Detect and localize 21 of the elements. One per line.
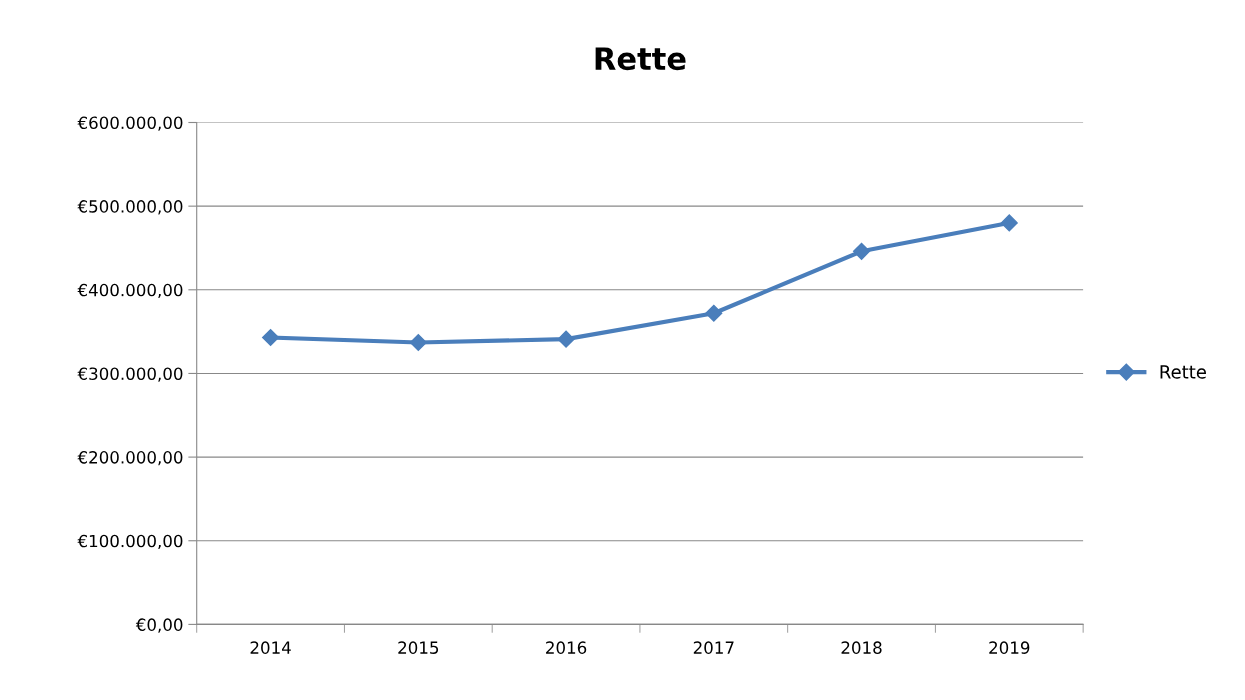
y-tick-label: €200.000,00: [77, 451, 183, 466]
y-tick-label: €600.000,00: [77, 116, 183, 131]
y-tick-label: €100.000,00: [77, 534, 183, 550]
y-tick-label: €400.000,00: [77, 283, 183, 299]
y-tick-label: €500.000,00: [77, 200, 183, 215]
point: [852, 242, 871, 260]
point: [409, 333, 427, 352]
x-tick-label: 2016: [546, 641, 587, 654]
x-tick-label: 2018: [841, 641, 882, 654]
x-tick-label: 2017: [693, 641, 734, 654]
chart-title: Rette: [595, 47, 686, 71]
x-tick-label: 2014: [250, 641, 291, 654]
x-tick-label: 2015: [398, 641, 439, 654]
x-tick-label: 2019: [989, 641, 1030, 654]
point: [705, 304, 723, 322]
point: [1000, 214, 1018, 232]
point: [262, 328, 280, 347]
point: [557, 330, 575, 348]
legend-label: Rette: [1160, 365, 1206, 379]
y-tick-label: €0,00: [135, 618, 183, 633]
y-tick-label: €300.000,00: [77, 367, 183, 382]
